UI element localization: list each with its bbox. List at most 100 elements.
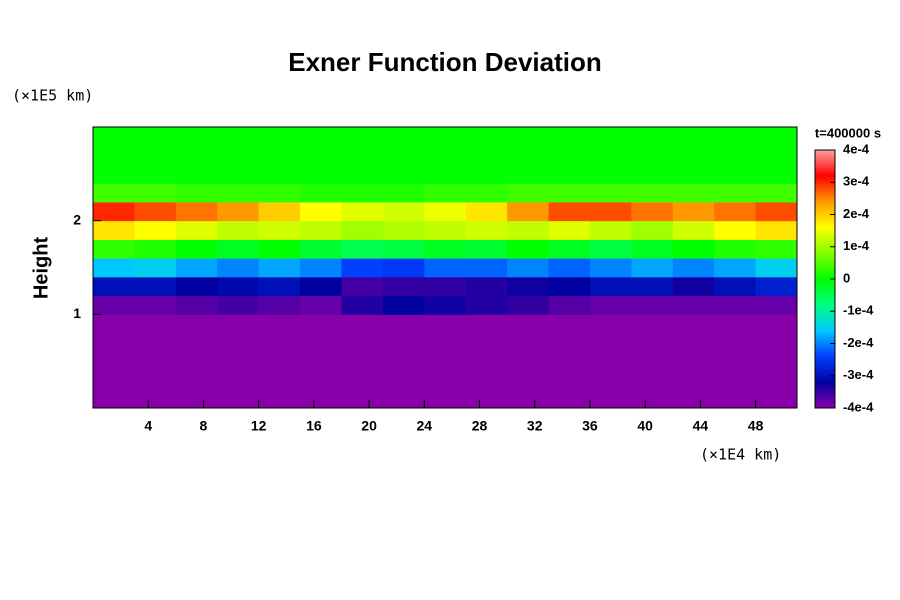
cell [93, 351, 135, 372]
x-tick-label: 48 [748, 418, 764, 434]
cell [589, 295, 632, 315]
cell [507, 295, 550, 315]
cell [175, 276, 218, 297]
cell [672, 258, 715, 278]
y-axis-label: Height [30, 237, 52, 300]
cell [507, 258, 550, 278]
cell [465, 201, 508, 222]
cell [341, 295, 384, 315]
cell [424, 127, 467, 147]
cell [548, 295, 591, 315]
cell [134, 276, 177, 297]
cell [258, 351, 301, 372]
cell [300, 183, 342, 203]
cell [258, 201, 301, 222]
cell [755, 220, 798, 240]
cell [175, 333, 218, 353]
cell [93, 145, 135, 165]
cell [465, 183, 508, 203]
cell [258, 370, 301, 390]
cell [341, 276, 384, 297]
cell [175, 127, 218, 147]
cell [548, 220, 591, 240]
x-tick-label: 16 [306, 418, 322, 434]
cell [714, 389, 757, 409]
cell [631, 164, 674, 184]
cell [93, 389, 135, 409]
cell [755, 314, 798, 334]
x-tick-label: 4 [144, 418, 152, 434]
cell [714, 276, 757, 297]
x-tick-label: 36 [582, 418, 598, 434]
cell [217, 201, 260, 222]
cell [382, 201, 425, 222]
cell [714, 145, 757, 165]
x-tick-label: 12 [251, 418, 267, 434]
cell [341, 127, 384, 147]
y-tick-label: 2 [73, 211, 81, 227]
cell [217, 220, 260, 240]
colorbar-tick-label: -2e-4 [843, 335, 874, 350]
cell [465, 370, 508, 390]
cell [300, 389, 342, 409]
cell [217, 276, 260, 297]
cell [382, 164, 425, 184]
cell [631, 239, 674, 259]
cell [548, 370, 591, 390]
cell [672, 183, 715, 203]
cell [382, 295, 425, 315]
cell [755, 389, 798, 409]
cell [217, 351, 260, 372]
cell [424, 164, 467, 184]
cell [258, 314, 301, 334]
cell [589, 258, 632, 278]
cell [300, 127, 342, 147]
cell [217, 239, 260, 259]
cell [134, 333, 177, 353]
cell [755, 370, 798, 390]
cell [134, 314, 177, 334]
plot-frame [92, 126, 798, 409]
cell [217, 370, 260, 390]
cell [548, 164, 591, 184]
cell [465, 239, 508, 259]
cell [589, 389, 632, 409]
cell [465, 145, 508, 165]
chart-title: Exner Function Deviation [288, 47, 602, 77]
cell [589, 127, 632, 147]
cell [631, 295, 674, 315]
cell [341, 220, 384, 240]
cell [507, 370, 550, 390]
cell [465, 258, 508, 278]
cell [755, 183, 798, 203]
cell [755, 276, 798, 297]
cell [672, 370, 715, 390]
cell [424, 201, 467, 222]
cell [300, 295, 342, 315]
cell [755, 351, 798, 372]
x-tick-label: 24 [417, 418, 433, 434]
cell [93, 183, 135, 203]
cell [134, 351, 177, 372]
cell [465, 127, 508, 147]
cell [134, 370, 177, 390]
cell [548, 333, 591, 353]
cell [589, 370, 632, 390]
cell [631, 351, 674, 372]
colorbar-tick-label: -4e-4 [843, 399, 874, 414]
x-tick-label: 20 [361, 418, 377, 434]
cell [672, 127, 715, 147]
cell [175, 389, 218, 409]
cell [382, 258, 425, 278]
cell [714, 239, 757, 259]
cell [548, 239, 591, 259]
cell [672, 164, 715, 184]
cell [507, 127, 550, 147]
cell [714, 183, 757, 203]
cell [93, 201, 135, 222]
y-unit: (×1E5 km) [12, 87, 93, 105]
cell [672, 220, 715, 240]
cell [217, 333, 260, 353]
cell [589, 164, 632, 184]
cell [424, 333, 467, 353]
